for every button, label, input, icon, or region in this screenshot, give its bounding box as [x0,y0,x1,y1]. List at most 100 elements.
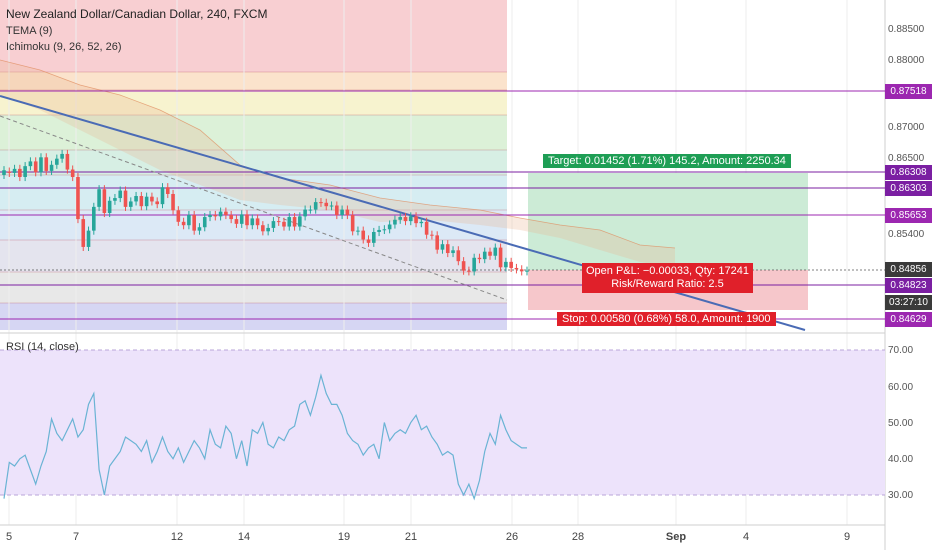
candle-body [498,247,503,268]
channel-line [0,115,508,301]
candle-body [176,210,181,222]
fib-zone [0,272,507,303]
candle-body [181,221,186,226]
candle-body [345,209,350,216]
candle-body [197,227,202,231]
x-tick: 19 [337,531,351,543]
ichimoku-cloud [0,59,676,268]
x-tick: 5 [5,531,13,543]
level-badge[interactable]: 0.87518 [885,84,932,99]
candle-body [398,217,403,220]
candle-body [303,209,307,217]
fib-zone [0,90,507,115]
candle-body [261,225,265,232]
current-price-badge[interactable]: 0.84856 [885,262,932,277]
candle-body [70,169,75,178]
fib-zone [0,72,507,90]
candle-body [387,224,392,230]
candle-body [107,200,112,213]
candle-body [329,205,334,207]
candle-body [118,190,123,199]
candle-body [403,217,408,222]
candle-body [313,202,318,210]
indicator-ichimoku[interactable]: Ichimoku (9, 26, 52, 26) [6,41,122,53]
candle-body [49,164,54,171]
candle-body [377,229,381,232]
x-tick: Sep [665,531,687,543]
candle-body [477,257,482,260]
level-badge[interactable]: 0.84629 [885,312,932,327]
candle-body [371,231,376,243]
candle-body [208,215,212,218]
candle-body [245,214,249,226]
candle-body [171,193,175,211]
candle-body [55,158,59,165]
candle-body [361,230,366,240]
candle-body [218,211,223,217]
level-badge[interactable]: 0.86308 [885,165,932,180]
rsi-y-tick: 50.00 [888,418,914,429]
candle-body [456,250,461,262]
candle-body [461,261,466,271]
candle-body [493,247,498,256]
candle-body [155,201,160,205]
countdown-badge: 03:27:10 [885,295,932,310]
cloud-band [0,60,675,268]
candle-body [33,161,38,173]
candle-body [150,196,154,202]
indicator-tema[interactable]: TEMA (9) [6,25,53,37]
y-tick: 0.87000 [888,122,925,133]
candle-body [419,221,424,224]
candle-body [366,239,371,243]
senkou-a [0,59,676,249]
y-tick: 0.85400 [888,229,925,240]
candle-body [239,214,244,224]
rsi-band [0,350,885,495]
x-tick: 7 [72,531,80,543]
rsi-y-tick: 40.00 [888,454,914,465]
stop-label[interactable]: Stop: 0.00580 (0.68%) 58.0, Amount: 1900 [557,312,776,326]
candle-body [44,157,49,171]
candle-body [467,270,471,272]
candlestick-series [2,149,529,276]
candle-body [113,198,117,201]
candle-body [250,218,255,226]
candle-body [292,217,297,227]
target-zone [528,173,808,270]
candle-body [408,216,413,222]
candle-body [445,244,450,254]
candle-body [128,201,133,207]
candle-body [28,161,33,167]
rsi-title[interactable]: RSI (14, close) [6,341,79,353]
level-badge[interactable]: 0.84823 [885,278,932,293]
target-label[interactable]: Target: 0.01452 (1.71%) 145.2, Amount: 2… [543,154,791,168]
candle-body [160,187,165,205]
candle-body [2,170,6,175]
candle-body [335,205,339,216]
x-tick: 14 [237,531,251,543]
candle-body [92,206,96,231]
candle-body [393,219,397,225]
y-tick: 0.88000 [888,55,925,66]
risk-reward-text: Risk/Reward Ratio: 2.5 [611,278,724,290]
candle-body [424,221,429,235]
candle-body [514,267,519,270]
candle-body [509,261,513,268]
candle-body [97,189,101,207]
candle-body [123,190,128,207]
candle-body [382,229,387,231]
fib-zone [0,0,507,72]
candle-body [139,196,144,207]
level-badge[interactable]: 0.85653 [885,208,932,223]
pnl-label[interactable]: Open P&L: −0.00033, Qty: 17241 Risk/Rewa… [582,263,753,293]
fib-zone [0,303,507,330]
candle-body [224,211,228,216]
candle-body [234,219,239,224]
level-badge[interactable]: 0.86303 [885,181,932,196]
candle-body [81,219,86,247]
candle-body [319,202,323,204]
candle-body [76,177,80,220]
candle-body [213,215,218,217]
